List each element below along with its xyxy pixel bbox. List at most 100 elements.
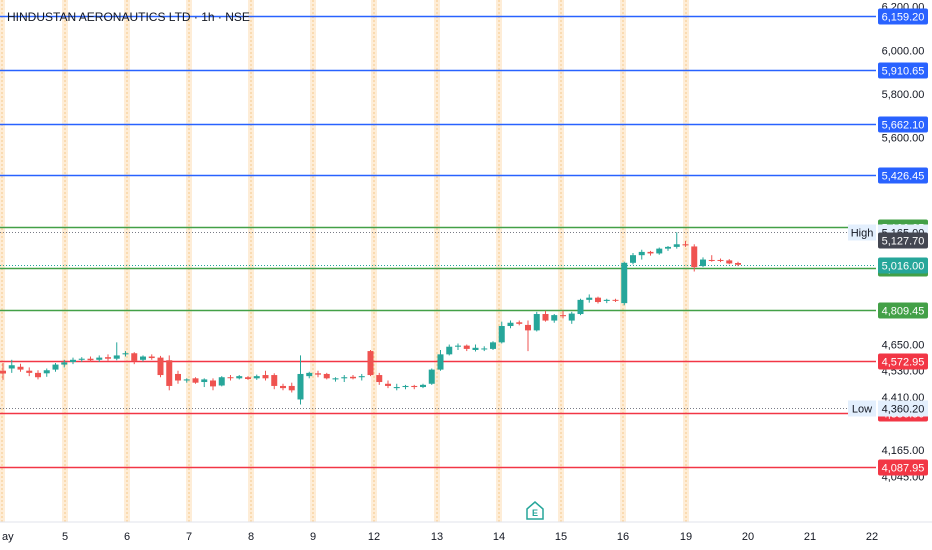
candle-body — [647, 251, 654, 254]
level-tag — [878, 353, 928, 370]
level-tag — [878, 116, 928, 133]
price-axis[interactable]: 6,200.006,000.005,800.005,600.004,650.00… — [876, 0, 932, 522]
x-tick-label: 19 — [680, 531, 692, 543]
price-level-lines — [0, 15, 876, 469]
candle — [253, 374, 260, 380]
candle — [218, 376, 225, 387]
y-tick-label: 6,000.00 — [882, 45, 925, 57]
candle-body — [630, 255, 636, 263]
candle-body — [490, 342, 496, 349]
candle — [533, 311, 540, 332]
candle-body — [533, 314, 540, 331]
candle-body — [393, 387, 400, 389]
candle — [306, 371, 313, 379]
candle-body — [17, 366, 24, 370]
candle — [656, 247, 663, 255]
candle — [455, 343, 461, 350]
candle-body — [35, 372, 41, 378]
candle-body — [726, 260, 733, 264]
candle-body — [245, 377, 251, 379]
candle — [726, 259, 733, 265]
candle — [700, 257, 706, 268]
level-tag-label: 5,426.45 — [882, 171, 925, 183]
candle — [192, 377, 199, 384]
candle-body — [157, 357, 164, 376]
level-tag — [878, 459, 928, 476]
chart-title: HINDUSTAN AERONAUTICS LTD · 1h · NSE — [7, 10, 250, 24]
candle-body — [446, 346, 453, 355]
candle — [201, 378, 208, 388]
candle-body — [525, 324, 531, 331]
candle — [621, 261, 628, 306]
candle-body — [227, 377, 234, 379]
candle-body — [385, 383, 391, 386]
candle-body — [183, 379, 190, 381]
candle-body — [472, 347, 479, 350]
candle-body — [8, 365, 15, 369]
candle-body — [253, 376, 260, 379]
candle — [271, 373, 278, 390]
candle — [630, 252, 636, 265]
candle-body — [61, 362, 68, 365]
candle — [113, 342, 120, 361]
candle-body — [131, 353, 138, 361]
candle-body — [288, 385, 295, 391]
candle-body — [411, 385, 418, 388]
candle-body — [218, 377, 225, 386]
candle — [673, 232, 680, 249]
candle-body — [560, 315, 566, 317]
candle-body — [568, 313, 575, 321]
candle — [577, 298, 584, 316]
candle — [446, 344, 453, 356]
candle — [105, 354, 111, 361]
y-tick-label: 4,650.00 — [882, 340, 925, 352]
candle-body — [455, 345, 461, 347]
candle-body — [735, 263, 741, 265]
candle-body — [192, 378, 199, 383]
x-tick-label: 16 — [617, 531, 629, 543]
candle — [708, 255, 715, 262]
candle-body — [52, 364, 59, 370]
day-separator-bands — [0, 0, 689, 522]
y-tick-label: 5,600.00 — [882, 132, 925, 144]
low-value-bg — [878, 400, 928, 417]
candle-body — [122, 353, 129, 355]
candle-body — [140, 356, 146, 360]
level-tag-label: 6,159.20 — [882, 12, 925, 24]
level-tag-label: 4,809.45 — [882, 306, 925, 318]
level-tag-label: 5,910.65 — [882, 66, 925, 78]
candle — [525, 320, 531, 352]
low-label: Low — [852, 404, 872, 416]
candle-body — [691, 246, 698, 268]
x-tick-label: 22 — [866, 531, 878, 543]
candle-body — [350, 376, 356, 379]
candle-body — [306, 372, 313, 377]
candle — [516, 320, 523, 326]
x-tick-label: 21 — [804, 531, 816, 543]
candle-body — [542, 314, 549, 321]
candle — [341, 375, 348, 383]
candle-body — [612, 299, 619, 301]
candle — [280, 383, 286, 391]
candle-body — [507, 322, 514, 327]
time-axis[interactable]: ay 5 6 7 8 9 12 13 14 15 16 19 20 21 22 — [0, 521, 932, 543]
candle — [682, 241, 689, 247]
candle — [61, 359, 68, 368]
candle-body — [87, 358, 94, 361]
candle — [175, 370, 181, 384]
candle — [332, 377, 339, 382]
candle-body — [175, 373, 181, 381]
candle-body — [463, 345, 470, 349]
candle-body — [105, 357, 111, 359]
x-tick-label: ay — [2, 531, 14, 543]
candle — [586, 294, 593, 303]
candle-body — [0, 370, 6, 374]
x-tick-label: 14 — [493, 531, 505, 543]
earnings-badge[interactable]: E — [526, 501, 544, 520]
candle-body — [577, 299, 584, 315]
candle-body — [201, 379, 208, 383]
candle-body — [315, 373, 321, 375]
candle-body — [402, 385, 409, 388]
candle-body — [332, 378, 339, 380]
